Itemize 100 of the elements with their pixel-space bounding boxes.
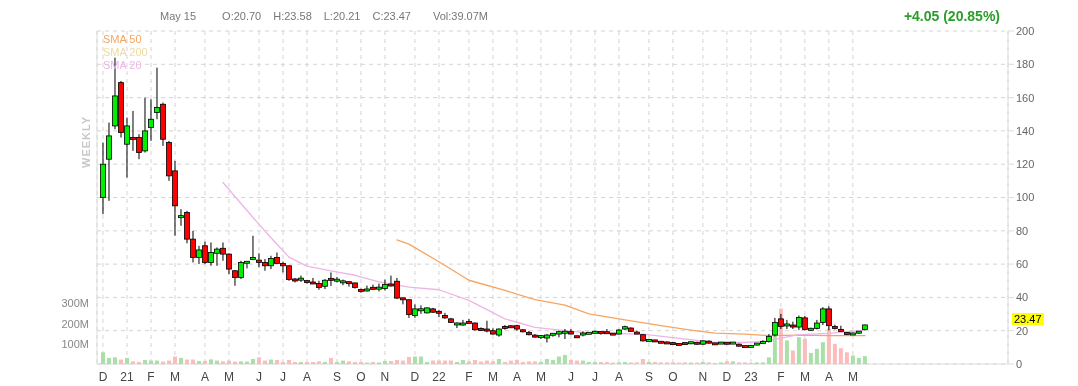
y2-tick-label: 300M xyxy=(61,297,89,310)
bar xyxy=(472,359,477,364)
bar xyxy=(334,361,339,364)
x-tick-label: M xyxy=(487,369,498,384)
bar xyxy=(370,361,375,364)
bar xyxy=(328,357,333,364)
bar xyxy=(592,361,597,364)
line-series xyxy=(222,181,866,344)
bar xyxy=(406,356,411,364)
x-tick-label: M xyxy=(169,369,180,384)
bar xyxy=(130,361,135,364)
text: C:23.47 xyxy=(372,10,411,22)
bar xyxy=(496,358,501,364)
bar xyxy=(556,356,561,364)
bar xyxy=(125,357,129,364)
bar xyxy=(796,337,801,364)
x-tick-label: F xyxy=(465,369,473,384)
y-tick-label: 20 xyxy=(1016,324,1029,337)
x-tick-label: A xyxy=(302,369,311,384)
bar xyxy=(352,361,357,364)
bar xyxy=(113,357,117,364)
bar xyxy=(418,356,423,364)
bar xyxy=(310,361,315,364)
text: O:20.70 xyxy=(222,10,262,22)
x-tick-label: N xyxy=(698,369,708,384)
bar xyxy=(820,342,825,364)
bar xyxy=(730,361,735,364)
bar xyxy=(802,338,807,364)
bar xyxy=(652,361,657,364)
candlestick xyxy=(106,122,112,202)
x-tick-label: O xyxy=(356,369,366,384)
x-tick-label: D xyxy=(722,369,732,384)
bar xyxy=(766,357,771,364)
bar xyxy=(502,361,507,364)
y-tick-label: 140 xyxy=(1016,124,1035,137)
bar xyxy=(178,357,183,364)
bar xyxy=(322,361,327,364)
bar xyxy=(256,357,261,364)
bar xyxy=(838,348,843,364)
bar xyxy=(304,361,309,364)
bar xyxy=(562,354,567,364)
x-tick-label: A xyxy=(824,369,833,384)
bar xyxy=(814,348,819,364)
y-tick-label: 100 xyxy=(1016,191,1035,204)
x-tick-label: A xyxy=(512,369,521,384)
bar xyxy=(724,361,729,364)
y-tick-label: 200 xyxy=(1016,24,1035,37)
bar xyxy=(832,343,837,364)
text: SMA 50 xyxy=(103,33,143,46)
bar xyxy=(532,361,537,364)
text: +4.05 (20.85%) xyxy=(903,8,1000,24)
y-tick-label: 120 xyxy=(1016,158,1035,171)
bar xyxy=(394,359,399,364)
candlestick xyxy=(148,98,154,142)
bar xyxy=(460,359,465,364)
bar xyxy=(274,359,279,364)
bar xyxy=(526,361,531,364)
x-tick-label: J xyxy=(567,369,574,384)
bar xyxy=(142,359,147,364)
bar xyxy=(382,360,387,364)
bar xyxy=(598,361,603,364)
bar xyxy=(202,360,207,364)
bar xyxy=(298,361,303,364)
bar xyxy=(346,361,351,364)
bar xyxy=(172,356,177,364)
bar xyxy=(196,360,201,364)
bar xyxy=(316,361,321,364)
y2-tick-label: 200M xyxy=(61,317,89,330)
bar xyxy=(292,361,297,364)
text: Vol:39.07M xyxy=(432,10,489,22)
bar xyxy=(280,361,285,364)
line-series xyxy=(396,239,866,337)
candlestick xyxy=(837,325,844,333)
text: H:23.58 xyxy=(273,10,312,22)
text: May 15 xyxy=(160,10,197,22)
bar xyxy=(454,361,459,364)
bar xyxy=(862,356,867,364)
bar xyxy=(286,359,291,364)
bar xyxy=(586,361,591,364)
text: 23.47 xyxy=(1012,312,1044,325)
bar xyxy=(544,358,549,364)
x-tick-label: M xyxy=(847,369,858,384)
x-tick-label: J xyxy=(591,369,598,384)
bar xyxy=(646,361,651,364)
bar xyxy=(700,361,705,364)
x-tick-label: S xyxy=(644,369,653,384)
x-tick-label: 21 xyxy=(120,369,134,384)
y-tick-label: 60 xyxy=(1016,258,1029,271)
bar xyxy=(538,361,543,364)
bar xyxy=(784,340,789,364)
x-tick-label: M xyxy=(799,369,810,384)
x-tick-label: 23 xyxy=(744,369,758,384)
bar xyxy=(568,359,573,364)
y-tick-label: 80 xyxy=(1016,224,1029,237)
bar xyxy=(520,361,525,364)
bar xyxy=(514,359,519,364)
y-tick-label: 160 xyxy=(1016,91,1035,104)
x-tick-label: A xyxy=(200,369,209,384)
bar xyxy=(412,356,417,364)
bar xyxy=(622,361,627,364)
